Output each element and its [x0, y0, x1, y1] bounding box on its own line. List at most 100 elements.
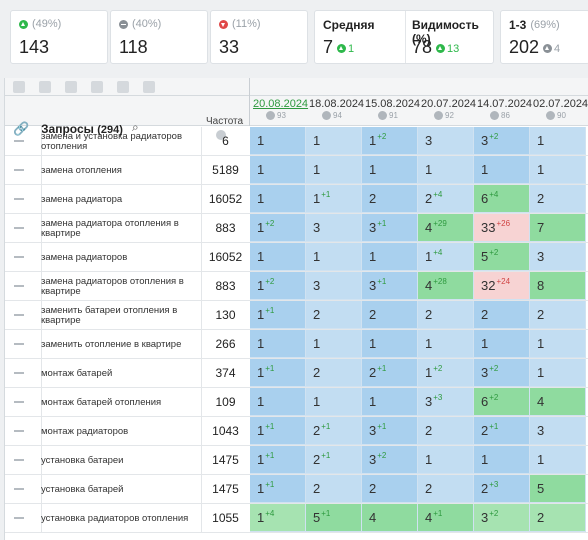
collapse-icon[interactable] — [14, 430, 24, 432]
query-text[interactable]: заменить отопление в квартире — [41, 338, 182, 350]
position-cell[interactable]: 1+4 — [250, 504, 306, 532]
date-label[interactable]: 20.08.2024 — [253, 98, 309, 110]
position-cell[interactable]: 7 — [530, 214, 586, 242]
query-text[interactable]: замена и установка радиаторов отопления — [41, 130, 182, 152]
position-cell[interactable]: 2 — [362, 301, 418, 329]
query-text[interactable]: замена радиатора отопления в квартире — [41, 217, 179, 239]
query-text[interactable]: монтаж батарей отопления — [41, 396, 162, 408]
position-cell[interactable]: 5+2 — [474, 243, 530, 271]
query-text[interactable]: замена радиаторов — [41, 251, 128, 263]
position-cell[interactable]: 1 — [474, 446, 530, 474]
table-row[interactable]: монтаж батарей 374 1+1 2 2+1 1+2 3+2 1 — [5, 359, 588, 388]
date-label[interactable]: 14.07.2024 — [477, 98, 533, 110]
position-cell[interactable]: 32+24 — [474, 272, 530, 300]
position-cell[interactable]: 6+2 — [474, 388, 530, 416]
collapse-icon[interactable] — [14, 169, 24, 171]
table-row[interactable]: замена радиатора отопления в квартире 883… — [5, 214, 588, 243]
link-icon[interactable]: 🔗 — [13, 121, 30, 136]
position-cell[interactable]: 2 — [530, 301, 586, 329]
position-cell[interactable]: 1 — [362, 388, 418, 416]
position-cell[interactable]: 1 — [418, 156, 474, 184]
position-cell[interactable]: 3 — [306, 214, 362, 242]
position-cell[interactable]: 1 — [362, 156, 418, 184]
date-column-header[interactable]: 14.07.2024 86 — [474, 96, 533, 126]
table-row[interactable]: замена отопления 5189 1 1 1 1 1 1 — [5, 156, 588, 185]
position-cell[interactable]: 3 — [530, 243, 586, 271]
link-filter-icon[interactable] — [65, 81, 77, 93]
card-up[interactable]: (49%) 143 — [10, 10, 108, 64]
position-cell[interactable]: 2+1 — [362, 359, 418, 387]
position-cell[interactable]: 3+2 — [362, 446, 418, 474]
date-column-header[interactable]: 15.08.2024 91 — [362, 96, 421, 126]
position-cell[interactable]: 1 — [362, 243, 418, 271]
position-cell[interactable]: 1 — [306, 388, 362, 416]
position-cell[interactable]: 4+1 — [418, 504, 474, 532]
collapse-icon[interactable] — [14, 343, 24, 345]
collapse-icon[interactable] — [14, 372, 24, 374]
date-label[interactable]: 20.07.2024 — [421, 98, 477, 110]
table-row[interactable]: установка батарей 1475 1+1 2 2 2 2+3 5 — [5, 475, 588, 504]
position-cell[interactable]: 2 — [362, 475, 418, 503]
position-cell[interactable]: 3+2 — [474, 127, 530, 155]
table-row[interactable]: замена и установка радиаторов отопления 6… — [5, 127, 588, 156]
table-row[interactable]: монтаж радиаторов 1043 1+1 2+1 3+1 2 2+1 3 — [5, 417, 588, 446]
date-column-header[interactable]: 20.08.2024 93 — [250, 96, 309, 126]
card-down[interactable]: (11%) 33 — [210, 10, 308, 64]
collapse-icon[interactable] — [14, 488, 24, 490]
collapse-icon[interactable] — [14, 401, 24, 403]
position-cell[interactable]: 3+2 — [474, 504, 530, 532]
query-text[interactable]: замена радиаторов отопления в квартире — [41, 275, 184, 297]
position-cell[interactable]: 3+3 — [418, 388, 474, 416]
position-cell[interactable]: 1+1 — [250, 417, 306, 445]
position-cell[interactable]: 2 — [530, 504, 586, 532]
position-cell[interactable]: 4+28 — [418, 272, 474, 300]
card-top3[interactable]: 1-3 (69%) 202 4 — [500, 10, 588, 64]
position-cell[interactable]: 1+1 — [250, 446, 306, 474]
date-column-header[interactable]: 02.07.2024 90 — [530, 96, 588, 126]
position-cell[interactable]: 1 — [362, 330, 418, 358]
image-icon[interactable] — [143, 81, 155, 93]
collapse-icon[interactable] — [14, 314, 24, 316]
filter-icon[interactable] — [13, 81, 25, 93]
position-cell[interactable]: 1 — [474, 330, 530, 358]
position-cell[interactable]: 2 — [306, 475, 362, 503]
query-text[interactable]: установка батареи — [41, 454, 124, 466]
date-label[interactable]: 18.08.2024 — [309, 98, 365, 110]
position-cell[interactable]: 1+2 — [418, 359, 474, 387]
position-cell[interactable]: 2 — [530, 185, 586, 213]
collapse-icon[interactable] — [14, 198, 24, 200]
table-row[interactable]: замена радиаторов 16052 1 1 1 1+4 5+2 3 — [5, 243, 588, 272]
table-row[interactable]: заменить отопление в квартире 266 1 1 1 1 1 1 — [5, 330, 588, 359]
position-cell[interactable]: 1+1 — [250, 301, 306, 329]
position-cell[interactable]: 1+1 — [250, 475, 306, 503]
position-cell[interactable]: 1 — [250, 243, 306, 271]
position-cell[interactable]: 3+1 — [362, 214, 418, 242]
position-cell[interactable]: 3 — [530, 417, 586, 445]
position-cell[interactable]: 1 — [418, 446, 474, 474]
position-cell[interactable]: 2 — [418, 475, 474, 503]
position-cell[interactable]: 8 — [530, 272, 586, 300]
position-cell[interactable]: 2 — [306, 359, 362, 387]
position-cell[interactable]: 2 — [306, 301, 362, 329]
position-cell[interactable]: 1 — [530, 446, 586, 474]
position-cell[interactable]: 1 — [250, 156, 306, 184]
table-row[interactable]: заменить батареи отопления в квартире 130… — [5, 301, 588, 330]
eye-icon[interactable] — [39, 81, 51, 93]
position-cell[interactable]: 1+2 — [250, 272, 306, 300]
table-row[interactable]: замена радиатора 16052 1 1+1 2 2+4 6+4 2 — [5, 185, 588, 214]
position-cell[interactable]: 1 — [530, 156, 586, 184]
table-row[interactable]: установка батареи 1475 1+1 2+1 3+2 1 1 1 — [5, 446, 588, 475]
query-text[interactable]: установка радиаторов отопления — [41, 512, 189, 524]
collapse-icon[interactable] — [14, 227, 24, 229]
table-row[interactable]: замена радиаторов отопления в квартире 88… — [5, 272, 588, 301]
position-cell[interactable]: 6+4 — [474, 185, 530, 213]
position-cell[interactable]: 1 — [306, 127, 362, 155]
date-label[interactable]: 15.08.2024 — [365, 98, 421, 110]
position-cell[interactable]: 3+1 — [362, 272, 418, 300]
position-cell[interactable]: 1+1 — [250, 359, 306, 387]
position-cell[interactable]: 3+2 — [474, 359, 530, 387]
table-row[interactable]: установка радиаторов отопления 1055 1+4 5+1… — [5, 504, 588, 533]
tag-icon[interactable] — [91, 81, 103, 93]
position-cell[interactable]: 5+1 — [306, 504, 362, 532]
position-cell[interactable]: 1+1 — [306, 185, 362, 213]
